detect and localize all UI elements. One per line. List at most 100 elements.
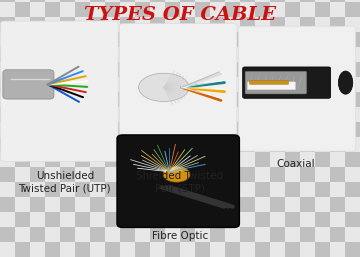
Bar (60, 2, 75, 17)
Bar (315, 32, 330, 47)
Bar (135, 107, 150, 122)
Bar (315, 227, 330, 242)
Bar (270, 32, 285, 47)
Bar (300, 227, 315, 242)
Bar (60, 167, 75, 182)
Bar (225, 122, 240, 137)
Bar (15, 107, 30, 122)
Bar (180, 212, 195, 227)
Bar (0, 152, 15, 167)
Bar (330, 47, 345, 62)
Bar (240, 197, 255, 212)
Bar (330, 212, 345, 227)
Bar (240, 92, 255, 107)
Bar (255, 182, 270, 197)
Bar (45, 122, 60, 137)
Bar (60, 152, 75, 167)
Bar (210, 182, 225, 197)
Bar (195, 77, 210, 92)
Bar (210, 122, 225, 137)
Bar (15, 167, 30, 182)
FancyBboxPatch shape (245, 71, 307, 94)
Bar (75, 0, 90, 2)
FancyBboxPatch shape (117, 135, 239, 227)
Bar (270, 47, 285, 62)
Bar (225, 62, 240, 77)
Bar (90, 2, 105, 17)
Bar (120, 167, 135, 182)
Bar (120, 227, 135, 242)
Bar (90, 62, 105, 77)
Bar (255, 0, 270, 2)
Bar (45, 107, 60, 122)
Bar (15, 77, 30, 92)
Bar (75, 17, 90, 32)
Bar (195, 182, 210, 197)
Bar (90, 77, 105, 92)
Bar (105, 77, 120, 92)
Bar (75, 107, 90, 122)
Bar (150, 122, 165, 137)
Bar (135, 212, 150, 227)
Bar (240, 47, 255, 62)
Bar (225, 167, 240, 182)
Bar (345, 182, 360, 197)
Bar (345, 107, 360, 122)
Bar (300, 167, 315, 182)
Bar (270, 137, 285, 152)
Bar (90, 137, 105, 152)
Bar (60, 107, 75, 122)
Bar (330, 227, 345, 242)
Bar (300, 92, 315, 107)
Bar (60, 47, 75, 62)
Bar (315, 92, 330, 107)
Text: Fibre Optic: Fibre Optic (152, 231, 208, 241)
Bar (135, 152, 150, 167)
Bar (180, 32, 195, 47)
Bar (195, 167, 210, 182)
Bar (195, 2, 210, 17)
FancyBboxPatch shape (238, 26, 356, 151)
Bar (195, 92, 210, 107)
Bar (345, 32, 360, 47)
Bar (165, 167, 180, 182)
Bar (120, 77, 135, 92)
Bar (150, 182, 165, 197)
Bar (315, 77, 330, 92)
Bar (45, 0, 60, 2)
Bar (45, 137, 60, 152)
Bar (210, 0, 225, 2)
Bar (150, 47, 165, 62)
Bar (270, 242, 285, 257)
Bar (225, 107, 240, 122)
Bar (165, 0, 180, 2)
Bar (345, 242, 360, 257)
Bar (270, 197, 285, 212)
Bar (285, 32, 300, 47)
Bar (165, 137, 180, 152)
Bar (315, 107, 330, 122)
Bar (225, 227, 240, 242)
Bar (180, 152, 195, 167)
Bar (135, 17, 150, 32)
Bar (180, 62, 195, 77)
Bar (210, 152, 225, 167)
Bar (225, 92, 240, 107)
Bar (300, 197, 315, 212)
Bar (240, 227, 255, 242)
Bar (165, 62, 180, 77)
Bar (0, 62, 15, 77)
Bar (315, 47, 330, 62)
Bar (345, 62, 360, 77)
Bar (255, 167, 270, 182)
Bar (165, 227, 180, 242)
Bar (135, 227, 150, 242)
Bar (135, 92, 150, 107)
Bar (120, 47, 135, 62)
Bar (195, 32, 210, 47)
Bar (300, 47, 315, 62)
Bar (240, 107, 255, 122)
Bar (285, 167, 300, 182)
Bar (30, 2, 45, 17)
Bar (240, 122, 255, 137)
